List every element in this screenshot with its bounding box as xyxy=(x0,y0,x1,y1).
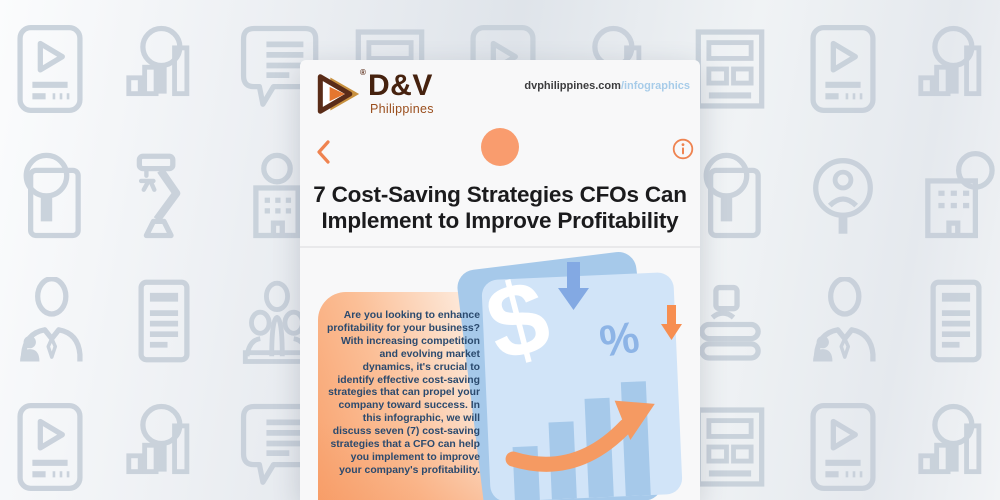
document-lines-icon xyxy=(912,272,1000,370)
brand-name: D&V xyxy=(368,69,433,102)
play-card-icon xyxy=(6,20,94,118)
search-chart-icon xyxy=(912,20,1000,118)
title-line-1: 7 Cost-Saving Strategies CFOs Can xyxy=(313,182,687,207)
person-circle-icon xyxy=(799,146,887,244)
search-chart-icon xyxy=(120,20,208,118)
down-arrow-blue-icon xyxy=(558,262,589,310)
growth-arrow-icon xyxy=(505,400,655,472)
play-card-icon xyxy=(799,20,887,118)
building-search-icon xyxy=(912,146,1000,244)
title-line-2: Implement to Improve Profitability xyxy=(321,208,679,233)
search-chart-icon xyxy=(912,398,1000,496)
infographic-card: ® D&V Philippines dvphilippines.com/info… xyxy=(300,60,700,500)
carousel-dot[interactable] xyxy=(481,128,519,166)
percent-sign: % xyxy=(596,312,643,367)
info-icon[interactable] xyxy=(672,138,694,160)
play-card-icon xyxy=(799,398,887,496)
intro-paragraph: Are you looking to enhance profitability… xyxy=(327,310,480,476)
play-card-icon xyxy=(6,398,94,496)
page-title: 7 Cost-Saving Strategies CFOs Can Implem… xyxy=(300,182,700,234)
back-chevron-icon[interactable] xyxy=(316,140,330,164)
down-arrow-orange-icon xyxy=(661,305,682,340)
brand-subname: Philippines xyxy=(370,102,434,116)
dv-logo-icon xyxy=(317,74,360,114)
registered-mark: ® xyxy=(360,68,366,77)
document-lines-icon xyxy=(120,272,208,370)
businessman-icon xyxy=(799,272,887,370)
clipboard-front-card: $ % xyxy=(481,271,683,500)
url-domain: dvphilippines.com xyxy=(524,80,621,92)
robot-arm-icon xyxy=(120,146,208,244)
search-doc-icon xyxy=(6,146,94,244)
infographics-link[interactable]: dvphilippines.com/infographics xyxy=(524,80,690,92)
search-chart-icon xyxy=(120,398,208,496)
divider xyxy=(300,246,700,248)
businessman-icon xyxy=(6,272,94,370)
url-path: /infographics xyxy=(620,80,690,92)
dollar-sign: $ xyxy=(481,271,561,385)
